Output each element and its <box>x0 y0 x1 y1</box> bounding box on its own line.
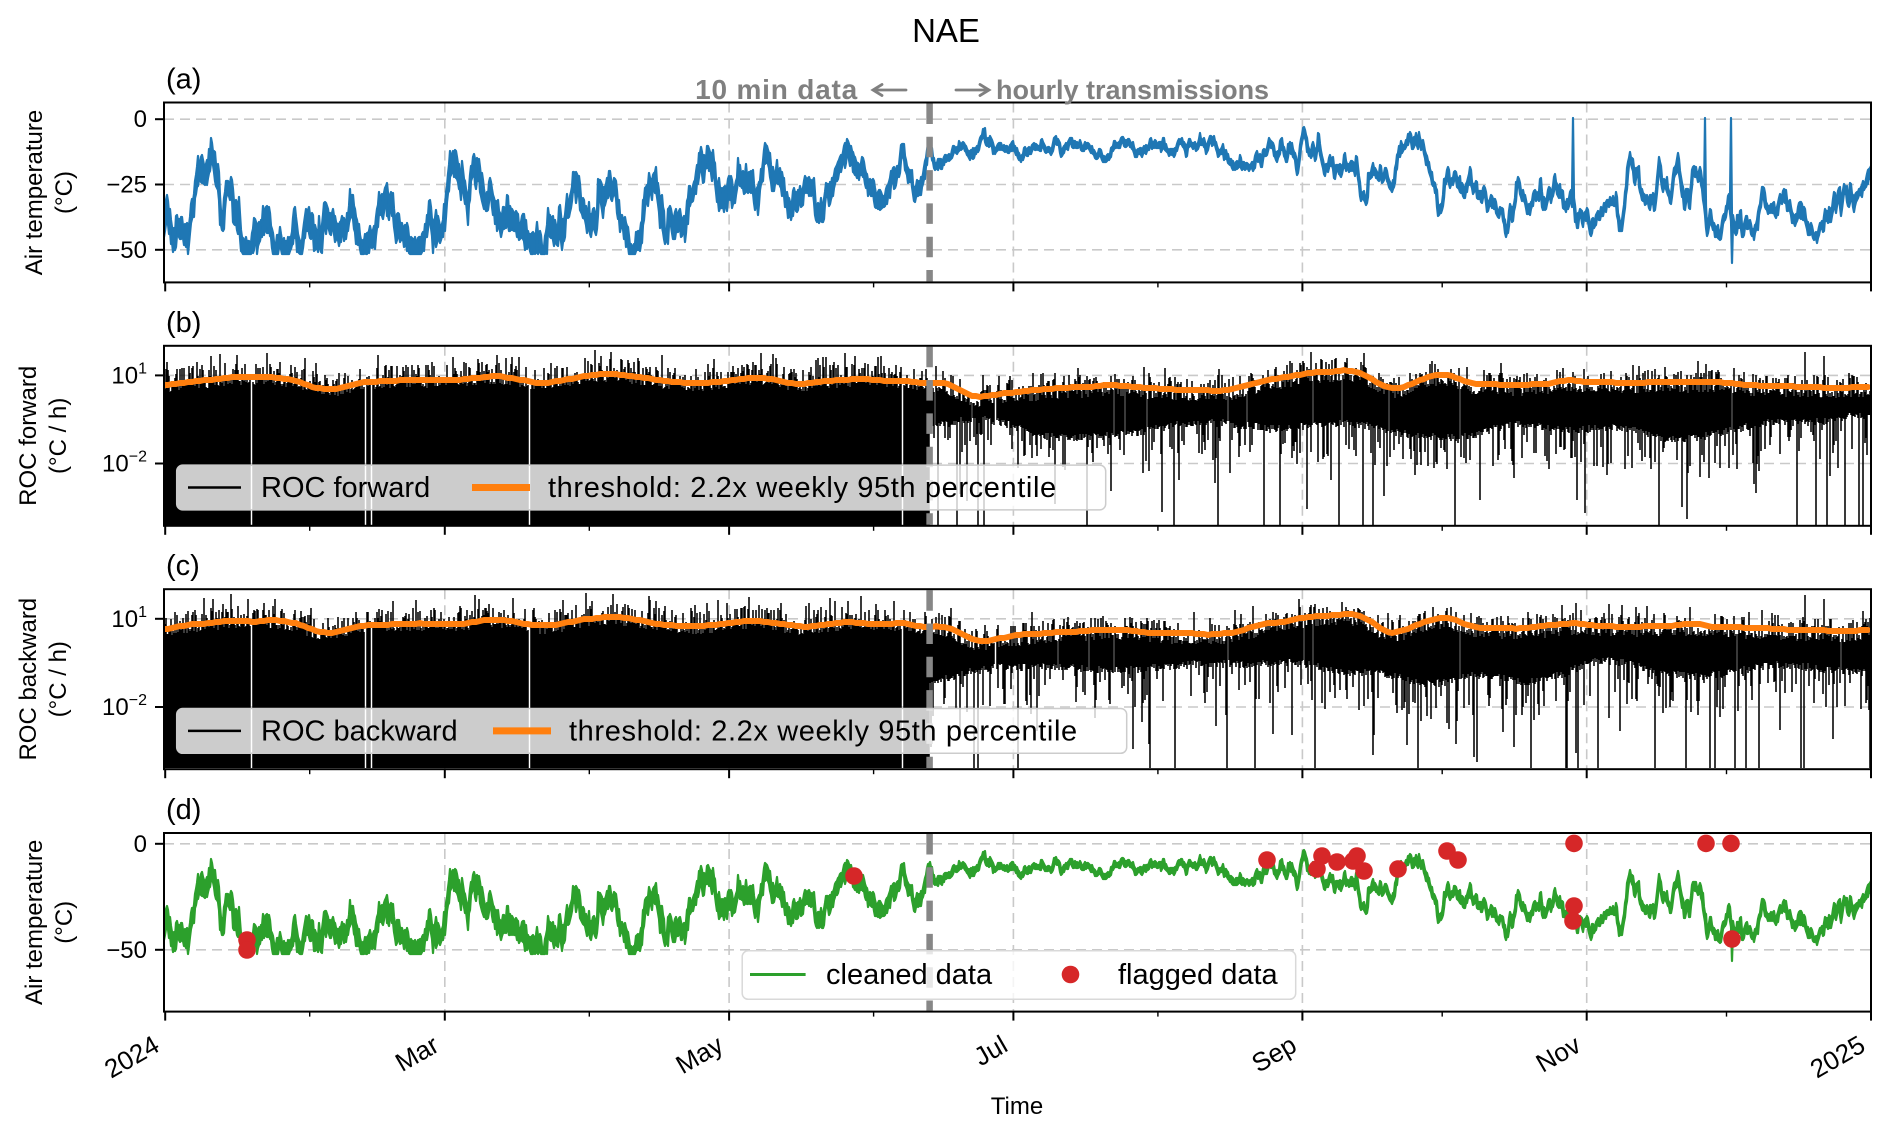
svg-text:10−2: 10−2 <box>102 692 147 721</box>
svg-text:threshold: 2.2x weekly 95th pe: threshold: 2.2x weekly 95th percentile <box>569 715 1078 747</box>
svg-text:(b): (b) <box>166 307 201 339</box>
svg-text:Air temperature: Air temperature <box>21 110 48 275</box>
svg-text:threshold: 2.2x weekly 95th pe: threshold: 2.2x weekly 95th percentile <box>548 472 1057 504</box>
svg-text:ROC backward: ROC backward <box>261 715 458 747</box>
svg-text:Time: Time <box>991 1093 1043 1120</box>
svg-text:0: 0 <box>134 831 147 858</box>
svg-text:−50: −50 <box>106 937 147 964</box>
svg-text:Air temperature: Air temperature <box>21 840 48 1005</box>
svg-text:ROC forward: ROC forward <box>15 366 42 506</box>
svg-text:NAE: NAE <box>912 12 980 49</box>
svg-text:(°C): (°C) <box>51 171 78 214</box>
svg-text:cleaned data: cleaned data <box>826 959 993 991</box>
svg-text:(°C): (°C) <box>51 901 78 944</box>
svg-text:ROC backward: ROC backward <box>15 598 42 761</box>
svg-text:(c): (c) <box>166 550 200 582</box>
svg-text:ROC forward: ROC forward <box>261 472 430 504</box>
svg-text:hourly transmissions: hourly transmissions <box>996 75 1269 105</box>
svg-text:(d): (d) <box>166 794 201 826</box>
svg-text:−50: −50 <box>106 237 147 264</box>
svg-text:−25: −25 <box>106 172 147 199</box>
svg-text:flagged data: flagged data <box>1118 959 1279 991</box>
svg-text:(°C / h): (°C / h) <box>45 398 72 474</box>
svg-text:0: 0 <box>134 106 147 133</box>
svg-text:(a): (a) <box>166 64 201 96</box>
svg-text:10 min data: 10 min data <box>695 74 858 105</box>
svg-text:(°C / h): (°C / h) <box>45 641 72 717</box>
